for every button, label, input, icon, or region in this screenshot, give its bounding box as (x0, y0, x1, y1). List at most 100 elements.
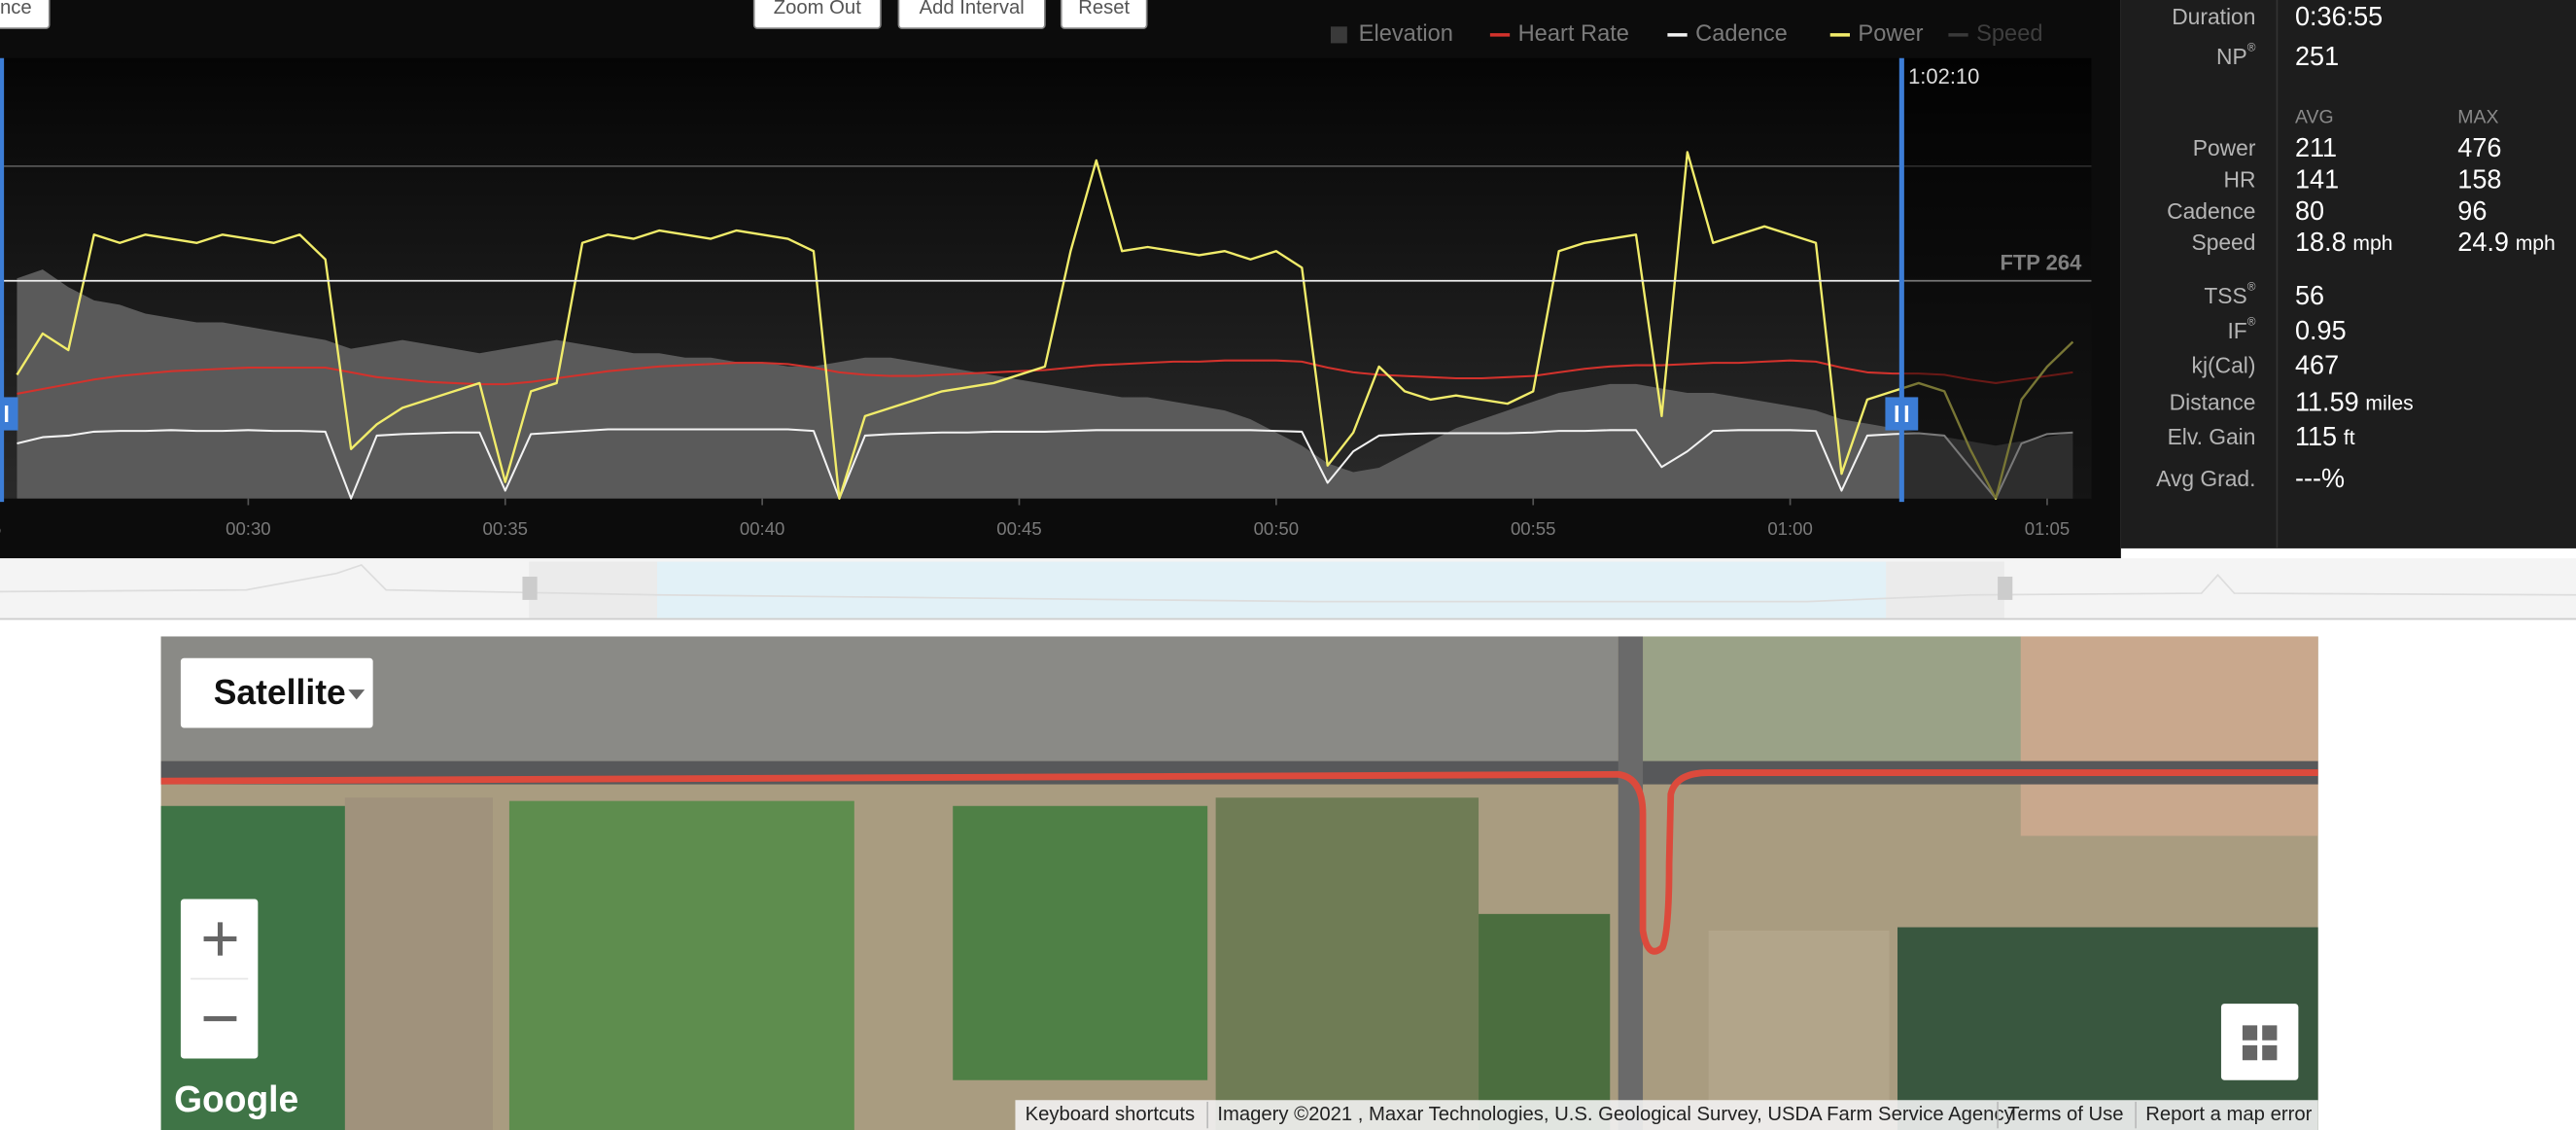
stat-label: Avg Grad. (2156, 466, 2255, 491)
legend-label[interactable]: Speed (1976, 20, 2042, 47)
legend-label[interactable]: Cadence (1695, 20, 1788, 47)
footer-link[interactable]: Keyboard shortcuts (1026, 1104, 1196, 1125)
overview-selection (657, 561, 1887, 618)
toolbar-label[interactable]: nce (0, 0, 32, 18)
footer-link[interactable]: Report a map error (2145, 1104, 2312, 1125)
stat-value: 0:36:55 (2295, 1, 2383, 31)
selection-handle[interactable] (0, 397, 18, 431)
stat-label: Distance (2170, 389, 2256, 414)
stat-value: 24.9 mph (2457, 227, 2555, 257)
stat-value: 11.59 miles (2295, 386, 2414, 416)
stat-value: 476 (2457, 132, 2501, 162)
stat-label: TSS® (2204, 280, 2255, 308)
stat-label-text: Power (2193, 135, 2256, 160)
stat-label-text: TSS (2204, 283, 2246, 308)
series-line (17, 359, 2073, 395)
stat-value: 211 (2295, 132, 2337, 162)
stat-label: Cadence (2167, 198, 2255, 224)
overview-handle[interactable] (522, 576, 538, 600)
stat-value: 251 (2295, 41, 2339, 71)
stat-value-text: 251 (2295, 41, 2339, 71)
x-tick-label: 01:05 (2025, 518, 2071, 539)
x-tick-label: 25 (0, 518, 1, 539)
x-tick-label: 00:30 (226, 518, 271, 539)
overview-trace (0, 564, 2576, 603)
x-tick-label: 01:00 (1767, 518, 1813, 539)
stat-label: Elv. Gain (2168, 424, 2256, 449)
stat-label: Power (2193, 135, 2256, 160)
map-grid-button[interactable] (2220, 1004, 2299, 1080)
stat-label-text: Avg Grad. (2156, 466, 2255, 491)
stat-label-text: IF (2227, 318, 2246, 343)
legend-label[interactable]: Elevation (1359, 20, 1453, 47)
series-line (17, 428, 2073, 500)
stat-value-text: 115 (2295, 421, 2337, 451)
x-tick-label: 00:55 (1511, 518, 1556, 539)
legend-swatch[interactable] (1330, 26, 1347, 44)
column-header: MAX (2457, 106, 2498, 127)
stat-value: ---% (2295, 463, 2345, 493)
series-line (16, 151, 2074, 500)
stat-value: 115 ft (2295, 421, 2355, 451)
map-road (1618, 636, 1644, 1130)
map-lot (1708, 930, 1890, 1130)
stat-value: 80 (2295, 195, 2324, 226)
stat-label: Duration (2172, 4, 2255, 29)
stat-label-text: Duration (2172, 4, 2255, 29)
stat-label-text: Distance (2170, 389, 2256, 414)
overview-handle[interactable] (1998, 576, 2013, 600)
stat-value-text: 211 (2295, 132, 2337, 162)
stat-value-text: 18.8 (2295, 227, 2347, 257)
stat-value-text: 80 (2295, 195, 2324, 226)
grid-icon (2242, 1025, 2278, 1061)
map-field (508, 800, 854, 1130)
stat-label-text: kj(Cal) (2192, 353, 2256, 378)
handle-grip (4, 405, 9, 423)
stat-unit: ft (2344, 426, 2355, 449)
column-header: AVG (2295, 106, 2334, 127)
registered-mark: ® (2247, 41, 2256, 54)
stat-label-text: HR (2223, 166, 2255, 192)
toolbar-label[interactable]: Reset (1078, 0, 1130, 18)
toolbar-button[interactable] (897, 0, 1046, 29)
stat-value-text: 56 (2295, 280, 2324, 310)
registered-mark: ® (2247, 280, 2256, 294)
legend-label[interactable]: Heart Rate (1518, 20, 1629, 47)
stat-value-text: ---% (2295, 463, 2345, 493)
toolbar-button[interactable] (0, 0, 51, 29)
registered-mark: ® (2247, 315, 2256, 329)
map[interactable] (160, 636, 2318, 1130)
stat-label: NP® (2216, 41, 2256, 69)
toolbar-button[interactable] (1060, 0, 1148, 29)
footer-link[interactable]: Imagery ©2021 , Maxar Technologies, U.S.… (1217, 1104, 2014, 1125)
outside-selection (1901, 57, 2092, 499)
map-type-label[interactable]: Satellite (214, 673, 346, 712)
legend-label[interactable]: Power (1858, 20, 1923, 47)
selection-time: 1:02:10 (1908, 64, 1979, 88)
selection-handle[interactable] (1885, 397, 1919, 431)
x-tick-label: 00:40 (740, 518, 785, 539)
footer-link[interactable]: Terms of Use (2007, 1104, 2123, 1125)
stat-value-text: 476 (2457, 132, 2501, 162)
stat-unit: mph (2516, 231, 2556, 255)
stat-value: 0.95 (2295, 315, 2347, 345)
stat-label-text: Speed (2191, 230, 2255, 255)
map-houses (160, 636, 1619, 761)
toolbar-button[interactable] (752, 0, 882, 29)
stat-value-text: 0:36:55 (2295, 1, 2383, 31)
stat-value-text: 141 (2295, 163, 2339, 194)
zoom-in[interactable] (203, 922, 237, 956)
stats-panel (2120, 0, 2576, 548)
stat-unit: mph (2352, 231, 2392, 255)
stat-label-text: NP (2216, 44, 2247, 69)
stat-label-text: Cadence (2167, 198, 2255, 224)
stat-value-text: 96 (2457, 195, 2487, 226)
map-type-button[interactable] (180, 657, 373, 728)
map-field (953, 805, 1208, 1080)
map-logo: Google (174, 1078, 298, 1119)
stat-label: Speed (2191, 230, 2255, 255)
map-field (1215, 797, 1479, 1130)
stat-value: 56 (2295, 280, 2324, 310)
toolbar-label[interactable]: Zoom Out (774, 0, 861, 18)
toolbar-label[interactable]: Add Interval (920, 0, 1025, 18)
